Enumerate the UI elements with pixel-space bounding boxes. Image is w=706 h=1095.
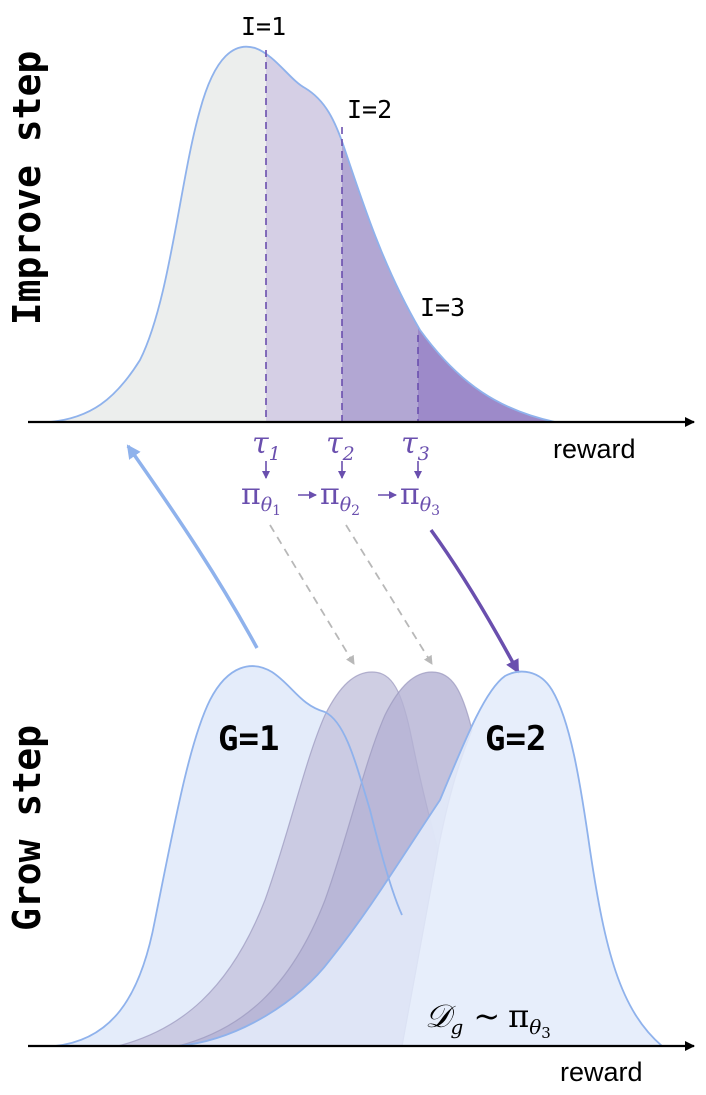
tau-2-label: τ2 [326, 426, 355, 465]
connecting-arrows [126, 444, 520, 674]
g1-label: G=1 [218, 719, 279, 759]
threshold-label-i2: I=2 [347, 95, 392, 124]
pi-theta-1-label: πθ1 [241, 477, 281, 519]
g1-distribution-outline [54, 665, 403, 1047]
policy-labels: πθ1 πθ2 πθ3 [241, 477, 440, 519]
improve-region-i2 [342, 46, 418, 422]
grow-axis-label: reward [560, 1057, 643, 1087]
improve-axis-label: reward [553, 434, 636, 464]
tau-1-label: τ1 [252, 426, 281, 465]
grow-step-panel: G=1 G=2 𝒟g ~ πθ3 reward Grow step [5, 665, 695, 1087]
tau-3-label: τ3 [401, 426, 430, 465]
improve-region-below-i1 [50, 46, 266, 422]
dataset-formula: 𝒟g ~ πθ3 [425, 997, 551, 1042]
g2-distribution [177, 670, 665, 1047]
grow-step-title: Grow step [5, 725, 49, 931]
pi3-to-g2-arrow [429, 528, 520, 674]
tau-labels: τ1 τ2 τ3 [252, 426, 430, 465]
pi-theta-3-label: πθ3 [400, 477, 440, 519]
improve-region-i3 [418, 46, 555, 422]
g2-label: G=2 [485, 719, 546, 759]
pi-theta-2-label: πθ2 [320, 477, 360, 519]
improve-reward-curve [49, 45, 556, 423]
improve-step-panel: I=1 I=2 I=3 reward Improve step τ1 τ2 τ3… [5, 12, 695, 519]
grow-to-improve-arrow [126, 444, 259, 649]
threshold-label-i1: I=1 [241, 12, 286, 41]
improve-step-title: Improve step [5, 51, 49, 326]
threshold-label-i3: I=3 [420, 293, 465, 322]
improve-distribution-fills [50, 46, 555, 422]
pi1-to-intermediate-dashed-arrow [269, 524, 355, 665]
pi2-to-intermediate-dashed-arrow [345, 524, 433, 665]
